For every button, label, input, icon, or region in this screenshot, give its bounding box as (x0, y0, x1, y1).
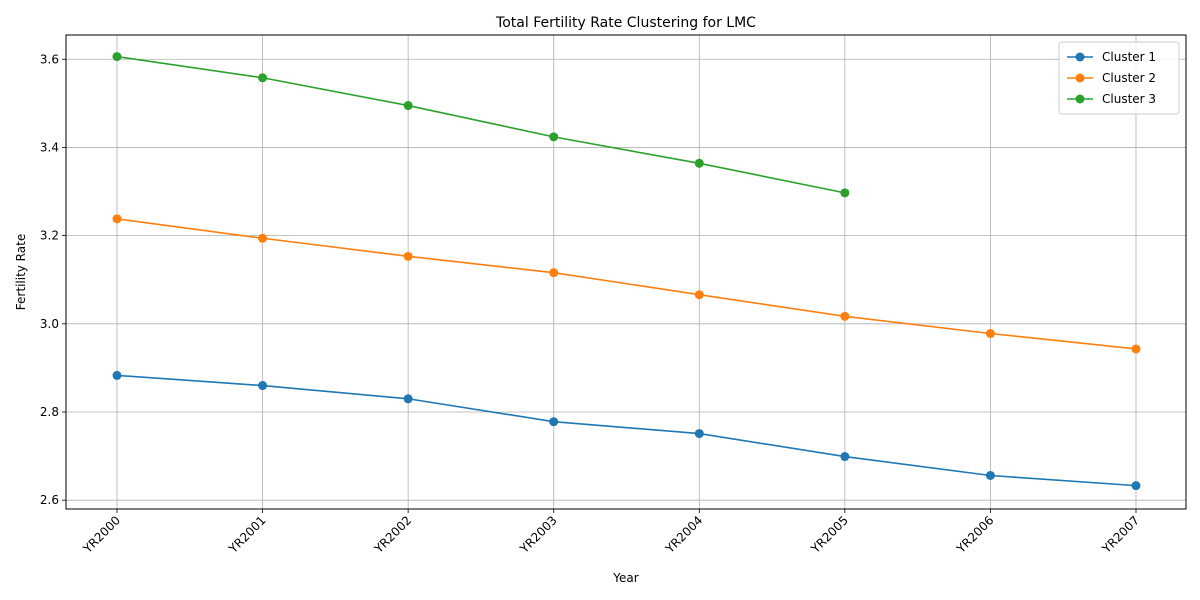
legend-label: Cluster 3 (1102, 92, 1156, 106)
data-point-cluster-1 (112, 370, 122, 380)
x-tick-label: YR2002 (371, 513, 414, 556)
data-point-cluster-1 (258, 381, 268, 391)
series-layer (112, 52, 1141, 491)
x-tick-label: YR2000 (80, 513, 123, 556)
data-point-cluster-3 (840, 188, 850, 198)
data-point-cluster-3 (112, 52, 122, 62)
data-point-cluster-1 (1131, 481, 1141, 491)
chart-title: Total Fertility Rate Clustering for LMC (495, 15, 756, 31)
y-tick-label: 2.6 (40, 493, 59, 507)
x-tick-label: YR2004 (662, 513, 705, 556)
x-tick-label: YR2001 (225, 513, 268, 556)
y-tick-label: 3.4 (40, 140, 59, 154)
data-point-cluster-2 (1131, 344, 1141, 354)
legend-label: Cluster 1 (1102, 50, 1156, 64)
x-tick-label: YR2003 (517, 513, 560, 556)
data-point-cluster-3 (403, 101, 413, 111)
x-tick-label: YR2006 (953, 513, 996, 556)
data-point-cluster-2 (403, 251, 413, 261)
y-tick-label: 3.2 (40, 229, 59, 243)
plot-frame (65, 34, 1187, 510)
series-line-cluster-3 (116, 55, 846, 194)
x-tick-label: YR2007 (1099, 513, 1142, 556)
data-point-cluster-2 (694, 290, 704, 300)
data-point-cluster-2 (840, 311, 850, 321)
data-point-cluster-2 (112, 214, 122, 224)
data-point-cluster-1 (985, 470, 995, 480)
series-line-cluster-2 (116, 218, 1137, 350)
data-point-cluster-2 (985, 329, 995, 339)
legend-box (1058, 41, 1180, 115)
series-line-cluster-1 (116, 374, 1137, 487)
legend-swatch-marker (1075, 94, 1085, 104)
data-point-cluster-1 (694, 429, 704, 439)
data-point-cluster-3 (694, 158, 704, 168)
grid-layer (66, 35, 1186, 509)
data-point-cluster-1 (403, 394, 413, 404)
data-point-cluster-1 (549, 417, 559, 427)
legend-label: Cluster 2 (1102, 71, 1156, 85)
y-tick-label: 2.8 (40, 405, 59, 419)
data-point-cluster-1 (840, 452, 850, 462)
y-tick-label: 3.6 (40, 52, 59, 66)
data-point-cluster-3 (549, 132, 559, 142)
y-tick-label: 3.0 (40, 317, 59, 331)
legend-swatch-marker (1075, 52, 1085, 62)
data-point-cluster-2 (549, 268, 559, 278)
x-tick-label: YR2005 (808, 513, 851, 556)
ticks-layer: YR2000 YR2001 YR2002 YR2003 YR2004 YR2005 YR20… (40, 52, 1142, 556)
x-axis-label: Year (612, 571, 638, 585)
legend-swatch-marker (1075, 73, 1085, 83)
data-point-cluster-2 (258, 233, 268, 243)
y-axis-label: Fertility Rate (14, 234, 28, 310)
legend: Cluster 1 Cluster 2 Cluster 3 (1058, 41, 1180, 115)
data-point-cluster-3 (258, 73, 268, 83)
